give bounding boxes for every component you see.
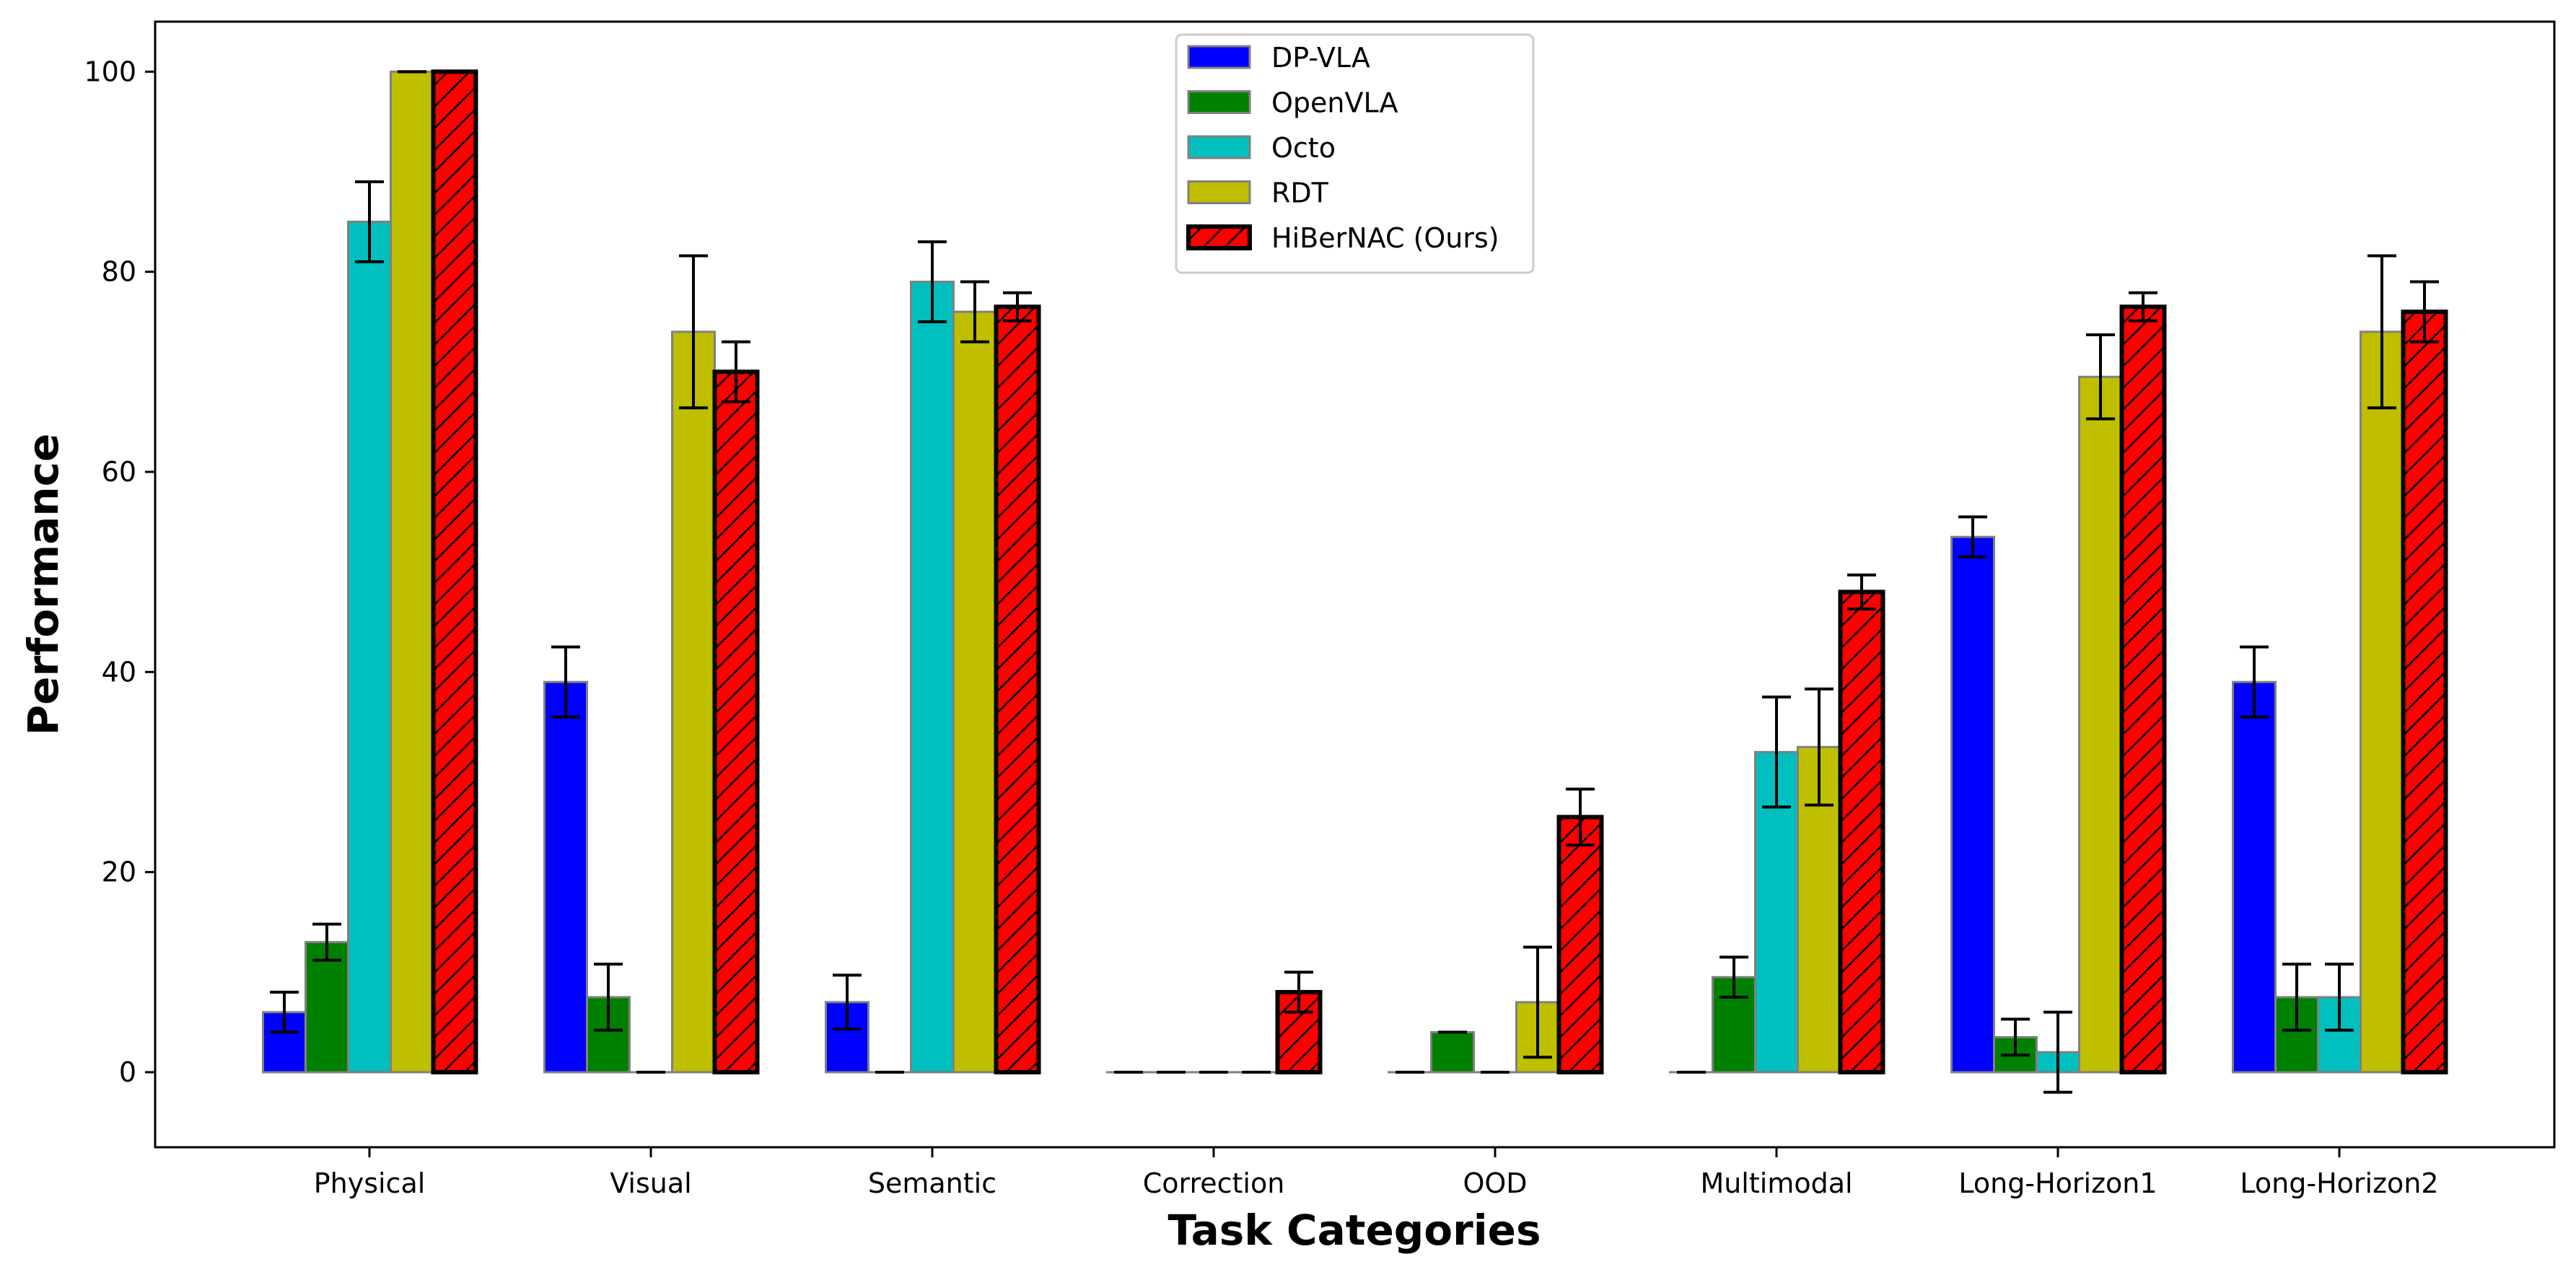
legend-item-openvla: OpenVLA — [1188, 87, 1398, 119]
legend-swatch — [1188, 46, 1250, 68]
x-tick-label: Long-Horizon2 — [2240, 1167, 2438, 1199]
x-tick-label: Long-Horizon1 — [1958, 1167, 2157, 1199]
legend-label: OpenVLA — [1271, 87, 1398, 119]
legend-label: HiBerNAC (Ours) — [1271, 222, 1499, 254]
bar-hatch-hibernac-ours-long-horizon1 — [2122, 307, 2165, 1072]
bar-hatch-hibernac-ours-ood — [1559, 817, 1602, 1072]
legend: DP-VLA OpenVLA Octo RDT HiBerNAC (Ours) — [1176, 35, 1533, 273]
legend-label: Octo — [1271, 132, 1336, 164]
bar-rdt-semantic — [954, 312, 996, 1072]
legend-item-hibernac-ours: HiBerNAC (Ours) — [1188, 222, 1499, 254]
y-tick-label: 40 — [102, 656, 136, 688]
bar-rdt-long-horizon2 — [2361, 332, 2404, 1072]
x-tick-label: OOD — [1463, 1167, 1527, 1199]
x-tick-label: Semantic — [868, 1167, 996, 1199]
bar-rdt-long-horizon1 — [2080, 377, 2122, 1072]
bar-hatch-hibernac-ours-long-horizon2 — [2404, 312, 2446, 1072]
bar-dp-vla-long-horizon2 — [2233, 682, 2276, 1072]
legend-swatch — [1188, 136, 1250, 158]
y-axis-title: Performance — [19, 434, 68, 736]
bar-rdt-visual — [673, 332, 715, 1072]
y-tick-label: 0 — [119, 1056, 136, 1088]
bar-octo-semantic — [911, 282, 954, 1072]
bar-dp-vla-long-horizon1 — [1952, 537, 1994, 1072]
x-axis-title: Task Categories — [1168, 1206, 1541, 1255]
legend-swatch — [1188, 182, 1250, 203]
bar-hatch-hibernac-ours-physical — [434, 71, 476, 1072]
bar-openvla-physical — [306, 942, 349, 1072]
legend-swatch — [1188, 92, 1250, 113]
y-axis: 0 20 40 60 80 100 — [84, 56, 155, 1088]
bar-hatch-hibernac-ours-multimodal — [1841, 592, 1883, 1072]
legend-item-dp-vla: DP-VLA — [1188, 42, 1370, 74]
y-tick-label: 20 — [102, 856, 136, 888]
y-tick-label: 100 — [84, 56, 136, 87]
legend-label: DP-VLA — [1271, 42, 1370, 74]
legend-label: RDT — [1271, 177, 1329, 209]
bar-hatch-hibernac-ours-visual — [715, 372, 758, 1072]
x-tick-label: Physical — [314, 1167, 426, 1199]
x-axis: Physical Visual Semantic Correction OOD Multi… — [314, 1147, 2439, 1199]
y-tick-label: 60 — [102, 456, 136, 488]
x-tick-label: Visual — [610, 1167, 691, 1199]
bar-rdt-physical — [391, 71, 434, 1072]
bar-openvla-ood — [1432, 1033, 1474, 1072]
bar-hatch-hibernac-ours-semantic — [996, 307, 1039, 1072]
y-tick-label: 80 — [102, 256, 136, 288]
x-tick-label: Correction — [1143, 1167, 1285, 1199]
x-tick-label: Multimodal — [1700, 1167, 1852, 1199]
bar-octo-physical — [349, 222, 391, 1072]
bar-dp-vla-visual — [545, 682, 587, 1072]
